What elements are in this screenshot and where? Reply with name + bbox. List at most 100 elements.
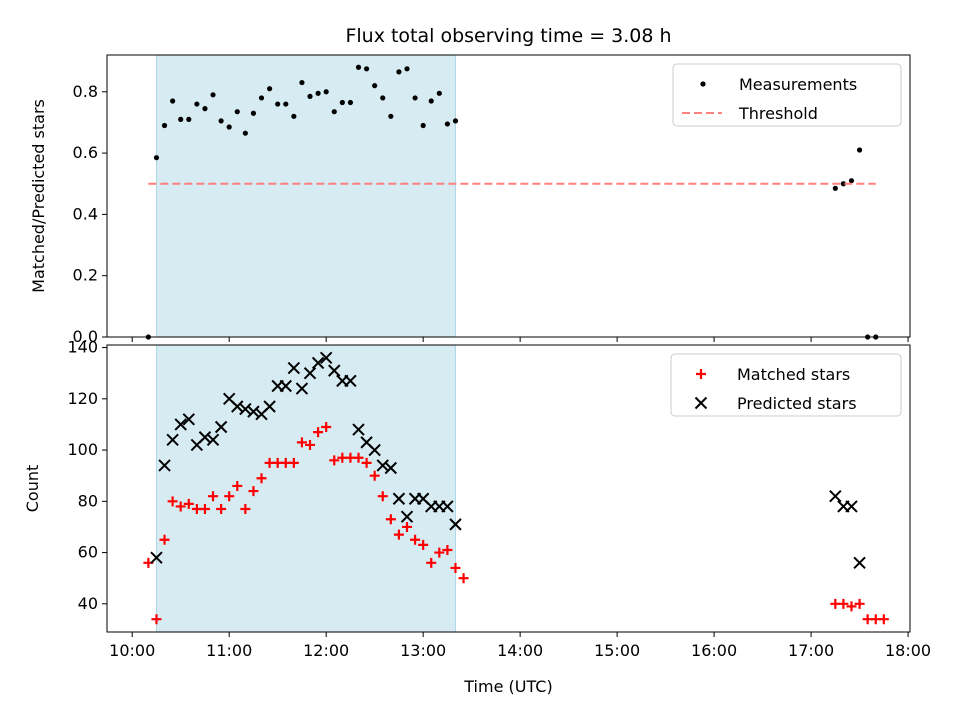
- measurement-point: [283, 101, 289, 107]
- measurement-point: [363, 66, 370, 72]
- predicted-star-point: [352, 423, 365, 436]
- matched-star-point: [846, 601, 857, 612]
- predicted-star-point: [303, 366, 317, 380]
- measurement-point: [372, 83, 378, 89]
- x-tick-label: 18:00: [885, 641, 931, 660]
- matched-star-point: [199, 504, 210, 514]
- measurement-point: [234, 109, 240, 115]
- legend-box: [670, 353, 902, 417]
- measurement-point: [250, 110, 257, 116]
- measurement-point: [186, 116, 192, 122]
- predicted-star-point: [214, 420, 228, 434]
- measurement-point: [258, 95, 265, 101]
- predicted-star-point: [198, 431, 212, 444]
- measurement-point: [242, 130, 248, 136]
- matched-star-point: [353, 452, 364, 463]
- series-matched-stars: [143, 422, 889, 625]
- y-tick-label: 60: [78, 543, 98, 562]
- matched-star-point: [329, 455, 340, 466]
- predicted-star-point: [239, 402, 252, 416]
- measurement-point: [428, 98, 434, 104]
- matched-star-point: [385, 514, 396, 525]
- matched-star-point: [854, 598, 865, 609]
- measurement-point: [153, 155, 160, 161]
- matched-star-point: [450, 562, 461, 573]
- measurement-point: [355, 64, 362, 70]
- series-measurements: [145, 64, 879, 340]
- matched-star-point: [175, 501, 186, 512]
- measurement-point: [194, 101, 200, 107]
- top-y-axis-label: Matched/Predicted stars: [29, 99, 48, 293]
- y-tick-label: 0.8: [73, 82, 98, 101]
- matched-star-point: [183, 498, 194, 509]
- y-tick-label: 0.2: [73, 266, 98, 285]
- top-panel: 0.0 0.2 0.4 0.6 0.8 Measurements Threshold: [73, 54, 911, 346]
- predicted-star-point: [174, 418, 187, 431]
- measurement-point: [396, 69, 402, 75]
- predicted-star-point: [182, 413, 195, 426]
- y-tick-label: 40: [78, 594, 98, 613]
- series-predicted-stars: [150, 351, 866, 570]
- legend: Matched stars Predicted stars: [670, 353, 902, 417]
- x-tick-label: 11:00: [206, 641, 252, 660]
- measurement-point: [339, 99, 345, 106]
- axes-frame: [106, 344, 911, 633]
- predicted-star-point: [311, 356, 325, 370]
- x-tick-label: 10:00: [109, 641, 155, 660]
- measurement-point: [444, 121, 451, 127]
- measurement-point: [331, 109, 337, 115]
- y-tick-label: 0.0: [73, 327, 98, 346]
- matched-star-point: [232, 480, 243, 491]
- matched-star-point: [240, 504, 251, 514]
- matched-star-point: [216, 504, 227, 514]
- bottom-y-axis-label: Count: [23, 465, 42, 513]
- matched-star-point: [418, 539, 429, 550]
- legend-dot-marker: [700, 81, 706, 87]
- measurement-point: [218, 118, 224, 124]
- measurement-point: [299, 79, 305, 86]
- matched-star-point: [393, 529, 404, 540]
- predicted-star-point: [166, 433, 179, 447]
- matched-star-point: [151, 614, 162, 625]
- matched-star-point: [248, 486, 259, 497]
- measurement-point: [323, 89, 329, 95]
- predicted-star-point: [287, 361, 301, 375]
- measurement-point: [202, 106, 208, 112]
- predicted-star-point: [295, 382, 309, 395]
- matched-star-point: [878, 614, 889, 625]
- x-axis-label: Time (UTC): [463, 677, 552, 696]
- legend-box: [672, 63, 902, 127]
- predicted-star-point: [247, 405, 260, 418]
- matched-star-point: [288, 457, 299, 468]
- matched-star-point: [224, 491, 235, 502]
- measurement-point: [832, 185, 838, 191]
- matched-star-point: [458, 573, 469, 584]
- matched-star-point: [208, 491, 219, 502]
- measurement-point: [161, 122, 168, 129]
- measurement-point: [307, 93, 313, 99]
- matched-star-point: [159, 534, 170, 545]
- matched-star-point: [369, 470, 380, 481]
- y-tick-label: 100: [67, 440, 98, 459]
- measurement-point: [380, 95, 386, 101]
- matched-star-point: [305, 439, 316, 450]
- legend-plus-marker: [696, 369, 706, 379]
- y-tick-label: 0.4: [73, 204, 98, 223]
- predicted-star-point: [853, 556, 866, 570]
- predicted-star-point: [319, 351, 333, 365]
- measurement-point: [347, 99, 354, 106]
- legend-label: Measurements: [739, 75, 857, 94]
- x-tick-label: 12:00: [303, 641, 349, 660]
- measurement-point: [856, 147, 863, 153]
- predicted-star-point: [279, 379, 292, 393]
- predicted-star-point: [368, 443, 381, 457]
- matched-star-point: [256, 473, 267, 484]
- predicted-star-point: [328, 364, 341, 377]
- measurement-point: [420, 122, 426, 129]
- predicted-star-point: [263, 400, 276, 413]
- measurement-point: [848, 178, 855, 184]
- predicted-star-point: [400, 510, 414, 523]
- predicted-star-point: [231, 400, 244, 413]
- matched-star-point: [377, 491, 388, 502]
- measurement-point: [275, 101, 281, 107]
